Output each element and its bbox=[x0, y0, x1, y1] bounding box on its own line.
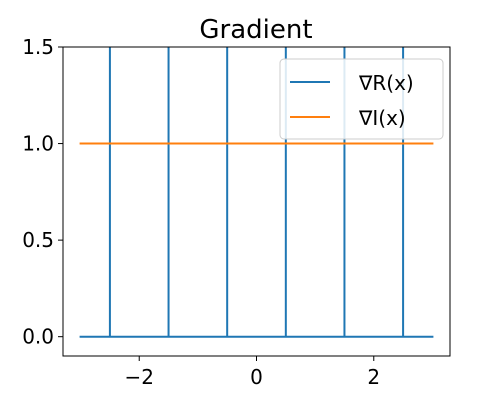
legend: ∇R(x) ∇I(x) bbox=[279, 58, 444, 140]
y-tick-label: 0.5 bbox=[22, 228, 54, 252]
x-tick-label: −2 bbox=[124, 365, 153, 389]
axes-layer: −2 0 2 0.0 0.5 1.0 1.5 bbox=[22, 35, 451, 389]
chart-title: Gradient bbox=[199, 15, 312, 45]
legend-label-0: ∇R(x) bbox=[358, 71, 414, 95]
y-tick-label: 1.0 bbox=[22, 132, 54, 156]
y-tick-label: 0.0 bbox=[22, 325, 54, 349]
legend-box bbox=[279, 58, 444, 140]
series-line-0 bbox=[79, 47, 434, 338]
y-tick-label: 1.5 bbox=[22, 35, 54, 59]
legend-label-1: ∇I(x) bbox=[358, 106, 406, 130]
x-tick-label: 0 bbox=[250, 365, 263, 389]
series-layer bbox=[79, 47, 434, 338]
x-tick-label: 2 bbox=[367, 365, 380, 389]
